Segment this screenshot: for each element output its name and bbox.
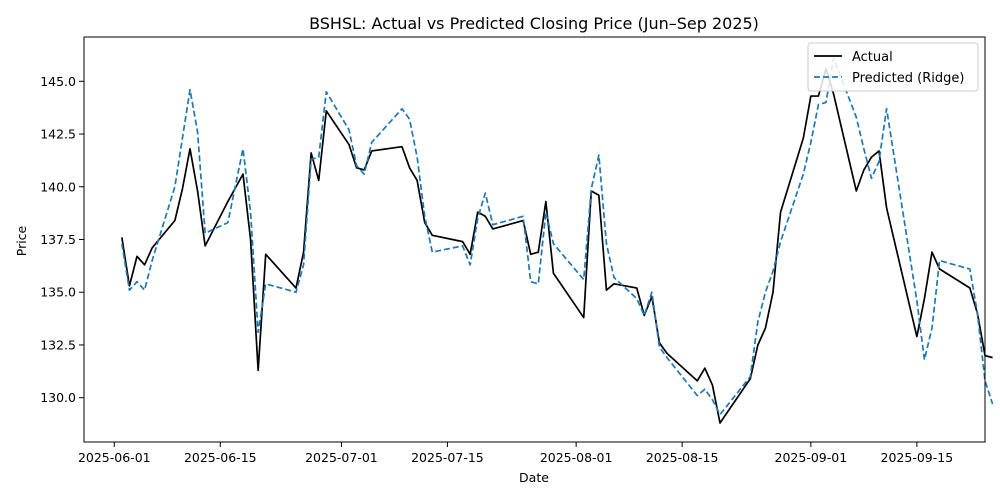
x-axis-label: Date — [519, 470, 549, 485]
y-tick-label: 132.5 — [40, 337, 76, 352]
x-tick-label: 2025-08-15 — [646, 450, 719, 465]
plot-area — [83, 36, 994, 443]
y-tick-label: 137.5 — [40, 232, 76, 247]
y-axis-label: Price — [14, 225, 29, 256]
x-tick-label: 2025-09-15 — [881, 450, 954, 465]
x-tick-label: 2025-09-01 — [775, 450, 848, 465]
y-tick-label: 145.0 — [40, 74, 76, 89]
x-tick-label: 2025-07-15 — [411, 450, 484, 465]
series-line-predicted — [121, 57, 994, 416]
x-tick-label: 2025-07-01 — [305, 450, 378, 465]
y-tick-label: 140.0 — [40, 179, 76, 194]
legend-label: Actual — [852, 50, 893, 65]
y-tick-label: 142.5 — [40, 127, 76, 142]
chart-title: BSHSL: Actual vs Predicted Closing Price… — [309, 14, 759, 33]
legend: Actual Predicted (Ridge) — [807, 42, 979, 92]
y-tick-label: 130.0 — [40, 390, 76, 405]
plot-frame — [83, 36, 986, 443]
x-tick-label: 2025-08-01 — [540, 450, 613, 465]
x-tick-label: 2025-06-15 — [184, 450, 257, 465]
x-axis: 2025-06-01 2025-06-15 2025-07-01 2025-07-15… — [78, 442, 953, 465]
y-axis: 130.0 132.5 135.0 137.5 140.0 142.5 145.0 — [40, 74, 84, 405]
series-line-actual — [121, 67, 993, 424]
x-tick-label: 2025-06-01 — [78, 450, 151, 465]
legend-label: Predicted (Ridge) — [852, 71, 964, 86]
legend-box — [807, 42, 979, 92]
y-tick-label: 135.0 — [40, 285, 76, 300]
